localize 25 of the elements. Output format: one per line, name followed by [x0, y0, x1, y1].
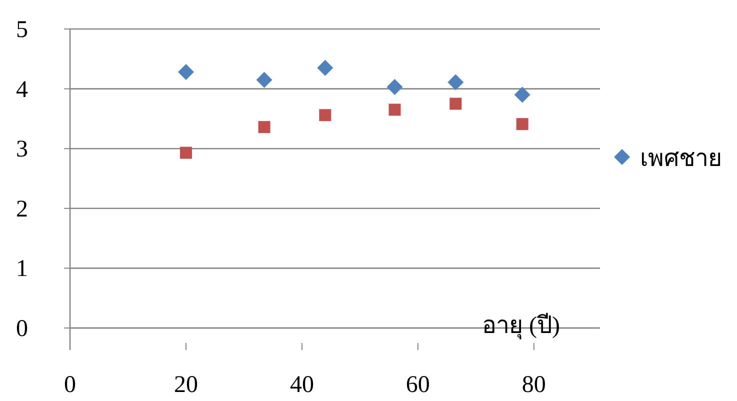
point: [256, 72, 272, 88]
y-tick-label: 0: [16, 316, 28, 342]
point: [386, 79, 403, 96]
x-tick-label: 80: [522, 372, 546, 398]
legend-label: เพศชาย: [640, 146, 722, 172]
point: [450, 98, 462, 110]
x-tick-label: 60: [406, 372, 430, 398]
point: [319, 109, 332, 122]
y-tick-label: 2: [16, 196, 28, 222]
point: [180, 146, 192, 159]
point: [448, 74, 464, 90]
point: [258, 121, 270, 134]
point: [317, 60, 334, 76]
y-tick-label: 5: [16, 17, 28, 43]
x-tick-label: 0: [64, 372, 76, 398]
x-tick-label: 40: [290, 372, 314, 398]
point: [516, 118, 528, 130]
y-tick-label: 4: [16, 76, 28, 103]
x-axis-title: อายุ (ปี): [482, 312, 560, 340]
point: [178, 64, 194, 80]
x-tick-label: 20: [174, 372, 198, 398]
point: [388, 104, 401, 116]
y-tick-label: 1: [16, 256, 28, 282]
point: [514, 86, 530, 103]
y-tick-label: 3: [16, 136, 28, 163]
